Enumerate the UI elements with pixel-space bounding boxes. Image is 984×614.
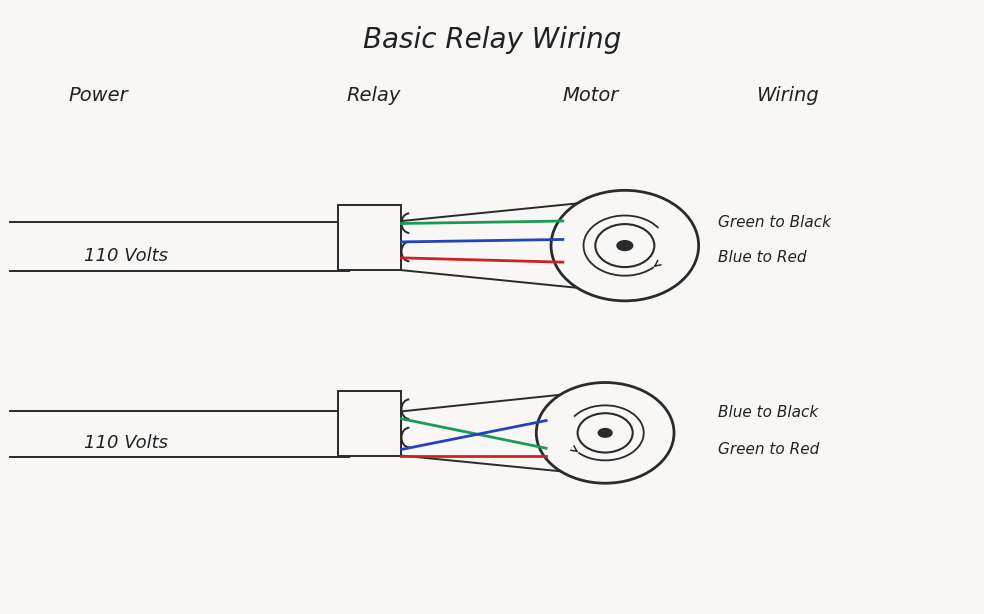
Text: Power: Power <box>69 86 128 104</box>
Bar <box>338 205 401 270</box>
Ellipse shape <box>551 190 699 301</box>
Text: 110 Volts: 110 Volts <box>84 247 167 265</box>
Text: Wiring: Wiring <box>756 86 819 104</box>
Text: Green to Red: Green to Red <box>718 442 820 457</box>
Text: Blue to Black: Blue to Black <box>718 405 819 420</box>
Text: Relay: Relay <box>346 86 401 104</box>
Text: Basic Relay Wiring: Basic Relay Wiring <box>363 26 621 54</box>
Circle shape <box>598 429 612 437</box>
Ellipse shape <box>536 383 674 483</box>
Ellipse shape <box>595 224 654 267</box>
Text: Green to Black: Green to Black <box>718 215 831 230</box>
Circle shape <box>617 241 633 251</box>
Bar <box>338 391 401 456</box>
Text: Blue to Red: Blue to Red <box>718 251 807 265</box>
Text: Motor: Motor <box>562 86 619 104</box>
Ellipse shape <box>578 413 633 453</box>
Text: 110 Volts: 110 Volts <box>84 434 167 453</box>
